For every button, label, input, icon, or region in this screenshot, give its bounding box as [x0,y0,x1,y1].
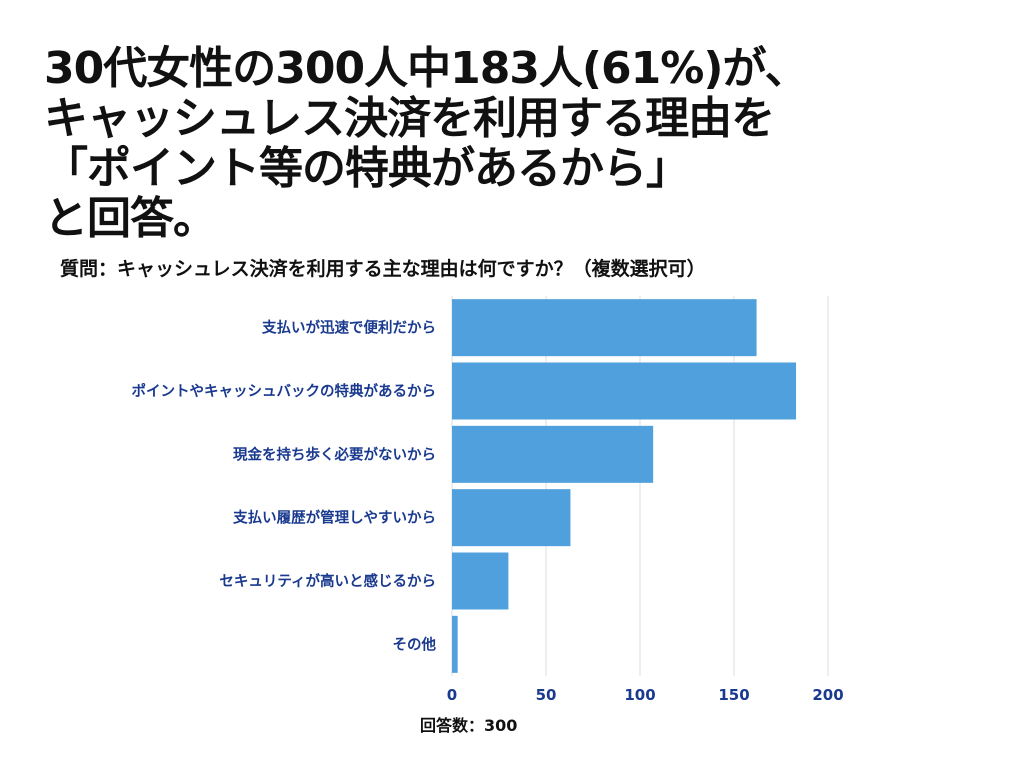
bar [452,552,509,610]
bar [452,615,458,673]
category-label: 現金を持ち歩く必要がないから [233,445,436,463]
response-count: 回答数：300 [420,716,518,735]
x-axis-ticks: 0 50 100 150 200 [447,686,844,704]
x-tick-label: 0 [447,686,457,704]
headline-line-4: と回答。 [44,193,217,244]
x-tick-label: 150 [718,686,749,704]
category-label: ポイントやキャッシュバックの特典があるから [132,382,437,400]
category-labels: 支払いが迅速で便利だからポイントやキャッシュバックの特典があるから現金を持ち歩く… [132,319,437,654]
grid-lines [451,296,829,676]
category-label: 支払い履歴が管理しやすいから [233,509,436,527]
bar [452,362,797,420]
category-label: その他 [393,635,437,653]
x-tick-label: 50 [536,686,557,704]
headline-line-2: キャッシュレス決済を利用する理由を [44,93,775,144]
x-tick-label: 100 [624,686,655,704]
bar [452,489,571,547]
category-label: 支払いが迅速で便利だから [262,319,436,337]
bars [452,299,797,673]
category-label: セキュリティが高いと感じるから [219,572,436,590]
bar [452,299,757,357]
headline-line-3: 「ポイント等の特典があるから」 [44,143,690,194]
headline-line-1: 30代女性の300人中183人(61%)が、 [44,43,809,94]
bar [452,425,654,483]
x-tick-label: 200 [812,686,843,704]
headline: 30代女性の300人中183人(61%)が、 キャッシュレス決済を利用する理由を… [44,44,1004,244]
survey-question: 質問：キャッシュレス決済を利用する主な理由は何ですか？（複数選択可） [60,258,706,280]
